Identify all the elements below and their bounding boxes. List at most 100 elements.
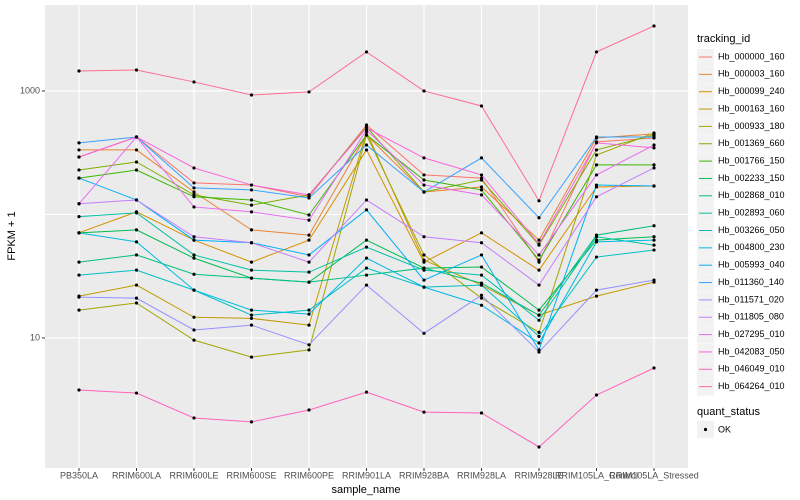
data-point: [652, 143, 656, 147]
data-point: [77, 273, 81, 277]
data-point: [307, 253, 311, 257]
data-point: [364, 256, 369, 260]
data-point: [249, 308, 254, 312]
data-point: [364, 148, 369, 152]
data-point: [249, 355, 254, 359]
data-point: [192, 181, 196, 185]
x-tick-label: RRIM105LA_Stressed: [609, 470, 699, 480]
data-point: [307, 238, 311, 242]
data-point: [249, 420, 254, 424]
data-point: [422, 278, 426, 282]
legend-label: Hb_042083_050: [718, 346, 785, 356]
data-point: [134, 160, 139, 164]
data-point: [77, 176, 81, 180]
data-point: [652, 146, 656, 150]
data-point: [422, 173, 426, 177]
data-point: [594, 50, 599, 54]
data-point: [652, 184, 656, 188]
data-point: [594, 288, 599, 292]
legend-label: Hb_002233_150: [718, 173, 785, 183]
data-point: [422, 235, 426, 239]
data-point: [134, 228, 139, 232]
data-point: [249, 93, 254, 97]
data-point: [249, 203, 254, 207]
legend-label: Hb_011805_080: [718, 312, 784, 322]
data-point: [307, 213, 311, 217]
data-point: [364, 50, 369, 54]
data-point: [537, 268, 541, 272]
data-point: [652, 24, 656, 28]
data-point: [594, 294, 599, 298]
legend-label: Hb_000000_160: [718, 51, 785, 61]
data-point: [77, 260, 81, 264]
data-point: [537, 253, 541, 257]
data-point: [77, 168, 81, 172]
data-point: [422, 285, 426, 289]
x-tick-label: RRIM600LA: [112, 470, 161, 480]
x-tick-label: RRIM928BA: [399, 470, 449, 480]
data-point: [134, 198, 139, 202]
data-point: [77, 202, 81, 206]
data-point: [307, 408, 311, 412]
data-point: [537, 199, 541, 203]
data-point: [652, 248, 656, 252]
data-point: [249, 268, 254, 272]
legend-label: Hb_011571_020: [718, 294, 784, 304]
data-point: [652, 166, 656, 170]
legend-label: Hb_001766_150: [718, 155, 785, 165]
data-point: [307, 343, 311, 347]
data-point: [134, 296, 139, 300]
data-point: [134, 211, 139, 215]
data-point: [134, 253, 139, 257]
data-point: [652, 243, 656, 247]
data-point: [594, 173, 599, 177]
data-point: [594, 393, 599, 397]
data-point: [422, 410, 426, 414]
data-point: [652, 366, 656, 370]
data-point: [192, 328, 196, 332]
data-point: [249, 323, 254, 327]
data-point: [422, 156, 426, 160]
data-point: [479, 231, 484, 235]
data-point: [652, 238, 656, 242]
data-point: [594, 235, 599, 239]
x-axis-title: sample_name: [331, 484, 400, 496]
data-point: [307, 260, 311, 264]
data-point: [307, 280, 311, 284]
data-point: [192, 338, 196, 342]
data-point: [134, 301, 139, 305]
data-point: [307, 218, 311, 222]
data-point: [134, 148, 139, 152]
data-point: [249, 210, 254, 214]
data-point: [594, 183, 599, 187]
y-tick-label: 1000: [20, 85, 40, 95]
data-point: [77, 69, 81, 73]
data-point: [479, 241, 484, 245]
data-point: [422, 190, 426, 194]
data-point: [364, 390, 369, 394]
data-point: [594, 148, 599, 152]
data-point: [192, 315, 196, 319]
x-tick-label: PB350LA: [60, 470, 98, 480]
data-point: [192, 256, 196, 260]
data-point: [192, 253, 196, 257]
data-point: [307, 323, 311, 327]
data-point: [192, 186, 196, 190]
data-point: [249, 198, 254, 202]
data-point: [422, 89, 426, 93]
legend-label: Hb_027295_010: [718, 329, 785, 339]
data-point: [249, 316, 254, 320]
data-point: [479, 178, 484, 182]
data-point: [307, 90, 311, 94]
data-point: [537, 283, 541, 287]
data-point: [192, 416, 196, 420]
data-point: [364, 198, 369, 202]
data-point: [537, 341, 541, 345]
data-point: [307, 348, 311, 352]
data-point: [77, 388, 81, 392]
legend-label: Hb_000003_160: [718, 69, 785, 79]
x-tick-label: RRIM600LE: [169, 470, 218, 480]
legend-label: Hb_003266_050: [718, 225, 785, 235]
data-point: [249, 313, 254, 317]
x-tick-label: RRIM600SE: [226, 470, 276, 480]
